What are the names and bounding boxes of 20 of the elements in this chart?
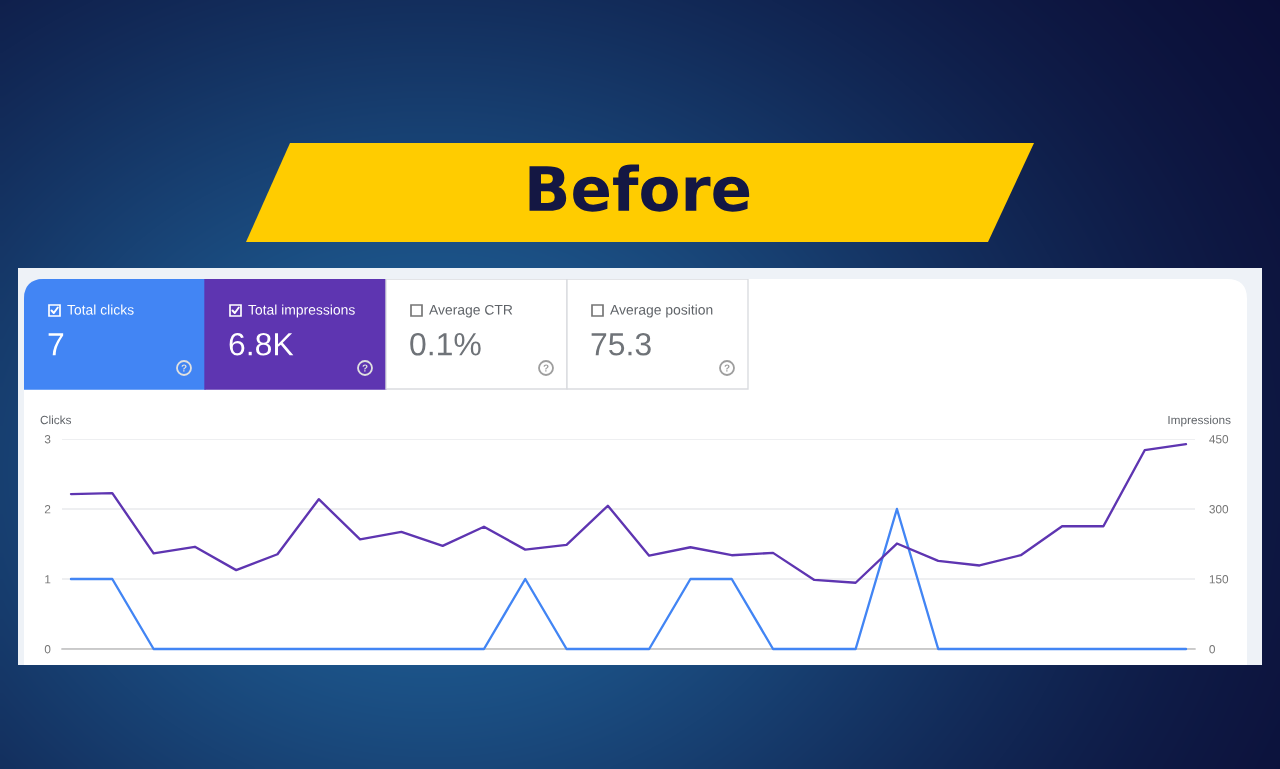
- y2-axis-title: Impressions: [1168, 415, 1231, 427]
- text: 7: [48, 333, 64, 356]
- text: 6.8K: [229, 332, 294, 356]
- line-series: [69, 442, 1188, 584]
- y-axis-title: Clicks: [40, 415, 72, 425]
- y2-tick-label: 0: [1209, 645, 1215, 654]
- y-tick-label: 0: [44, 645, 51, 654]
- category-label: Average CTR: [429, 304, 513, 318]
- y2-tick-label: 450: [1209, 435, 1229, 444]
- category-label: Total impressions: [248, 304, 355, 318]
- y-tick-label: 1: [45, 575, 51, 584]
- y-tick-label: 3: [44, 435, 51, 444]
- category-label: Total clicks: [67, 304, 134, 315]
- text: 75.3: [591, 332, 651, 356]
- text: Before: [529, 164, 750, 212]
- y2-tick-label: 300: [1209, 505, 1229, 514]
- y2-tick-label: 150: [1209, 575, 1229, 584]
- category-label: Average position: [610, 304, 713, 318]
- text: 0.1%: [410, 332, 481, 356]
- y-tick-label: 2: [44, 505, 51, 514]
